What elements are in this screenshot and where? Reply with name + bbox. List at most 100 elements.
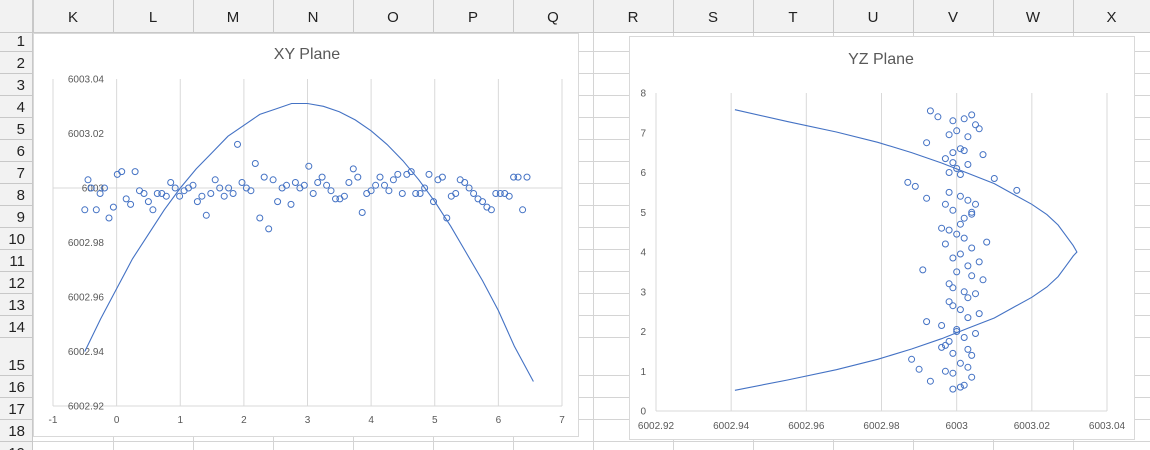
row-header-10[interactable]: 10 <box>8 231 25 248</box>
data-point <box>945 169 953 176</box>
data-point <box>385 187 393 195</box>
x-tick-label: 6 <box>496 415 502 426</box>
column-header-O[interactable]: O <box>387 9 399 26</box>
data-point <box>908 355 916 363</box>
column-header-V[interactable]: V <box>948 9 958 26</box>
data-point <box>171 184 179 192</box>
data-point <box>956 171 964 178</box>
data-point <box>483 203 491 211</box>
data-point <box>968 210 976 218</box>
data-point <box>398 190 406 197</box>
data-point <box>915 365 923 373</box>
row-header-19[interactable]: 19 <box>8 445 25 450</box>
data-point <box>193 198 201 206</box>
data-point <box>144 198 152 206</box>
row-header-12[interactable]: 12 <box>8 275 25 292</box>
data-point <box>923 318 931 326</box>
data-point <box>964 262 972 270</box>
data-point <box>941 367 949 375</box>
data-point <box>425 170 433 178</box>
data-point <box>81 206 89 214</box>
row-header-14[interactable]: 14 <box>8 319 25 336</box>
data-point <box>189 181 197 189</box>
data-point <box>919 266 927 274</box>
column-header-R[interactable]: R <box>628 9 639 26</box>
data-point <box>305 162 313 170</box>
data-point <box>968 111 976 119</box>
data-point <box>274 198 282 206</box>
data-point <box>309 190 317 197</box>
data-point <box>953 230 961 238</box>
data-point <box>140 190 148 197</box>
data-point <box>412 190 420 197</box>
column-header-bar <box>0 0 1150 33</box>
column-header-U[interactable]: U <box>868 9 879 26</box>
row-header-9[interactable]: 9 <box>17 209 25 226</box>
column-header-T[interactable]: T <box>788 9 797 26</box>
data-point <box>945 188 953 196</box>
column-header-P[interactable]: P <box>468 9 478 26</box>
data-point <box>207 190 215 197</box>
data-point <box>101 184 108 192</box>
row-header-2[interactable]: 2 <box>17 55 25 72</box>
column-header-L[interactable]: L <box>149 9 157 26</box>
row-header-4[interactable]: 4 <box>17 99 25 116</box>
data-point <box>968 373 976 381</box>
data-point <box>149 206 157 214</box>
row-header-1[interactable]: 1 <box>17 33 25 50</box>
row-header-16[interactable]: 16 <box>8 379 25 396</box>
data-point <box>287 200 295 208</box>
data-point <box>421 184 429 192</box>
data-point <box>926 377 934 385</box>
data-point <box>113 170 121 178</box>
data-point <box>926 107 934 115</box>
row-header-17[interactable]: 17 <box>8 401 25 418</box>
column-header-W[interactable]: W <box>1026 9 1041 26</box>
data-point <box>956 145 964 153</box>
data-point <box>523 173 531 181</box>
y-tick-label: 6002.98 <box>68 238 105 249</box>
yz-plane-chart[interactable]: YZ Plane 6002.92 6002.94 6002.96 6002.98 6003… <box>629 36 1135 440</box>
data-point <box>367 187 375 195</box>
data-point <box>225 184 233 192</box>
data-point <box>162 192 170 200</box>
data-point <box>456 176 464 184</box>
xy-plane-chart[interactable]: XY Plane -1 0 1 2 3 4 5 6 7 6002.92 6002.94 6002.96 6… <box>33 33 579 437</box>
column-header-N[interactable]: N <box>308 9 319 26</box>
data-point <box>256 214 264 222</box>
data-point <box>269 176 277 184</box>
data-point <box>229 190 237 197</box>
column-header-S[interactable]: S <box>708 9 718 26</box>
row-header-7[interactable]: 7 <box>17 165 25 182</box>
data-point <box>136 187 143 195</box>
data-point <box>941 155 949 163</box>
data-point <box>964 314 972 322</box>
column-header-M[interactable]: M <box>227 9 240 26</box>
data-point <box>979 151 987 159</box>
fit-curve-line <box>84 102 534 382</box>
row-header-5[interactable]: 5 <box>17 121 25 138</box>
column-header-X[interactable]: X <box>1106 9 1116 26</box>
x-tick-label: 2 <box>241 415 247 426</box>
data-point <box>127 200 135 208</box>
data-point <box>323 181 331 189</box>
data-point <box>949 159 957 167</box>
x-tick-label: 3 <box>305 415 311 426</box>
data-point <box>960 214 968 222</box>
data-point <box>968 351 976 359</box>
x-tick-label: 4 <box>368 415 374 426</box>
y-tick-label: 6 <box>640 168 646 179</box>
row-header-6[interactable]: 6 <box>17 143 25 160</box>
data-point <box>972 200 979 208</box>
row-header-13[interactable]: 13 <box>8 297 25 314</box>
row-header-8[interactable]: 8 <box>17 187 25 204</box>
data-point <box>949 369 957 377</box>
row-header-15[interactable]: 15 <box>8 357 25 374</box>
row-header-11[interactable]: 11 <box>9 253 25 270</box>
column-header-Q[interactable]: Q <box>547 9 559 26</box>
data-point <box>960 334 968 341</box>
row-header-3[interactable]: 3 <box>17 77 25 94</box>
row-header-18[interactable]: 18 <box>8 423 25 440</box>
column-header-K[interactable]: K <box>68 9 78 26</box>
y-tick-label: 6003 <box>82 184 105 195</box>
